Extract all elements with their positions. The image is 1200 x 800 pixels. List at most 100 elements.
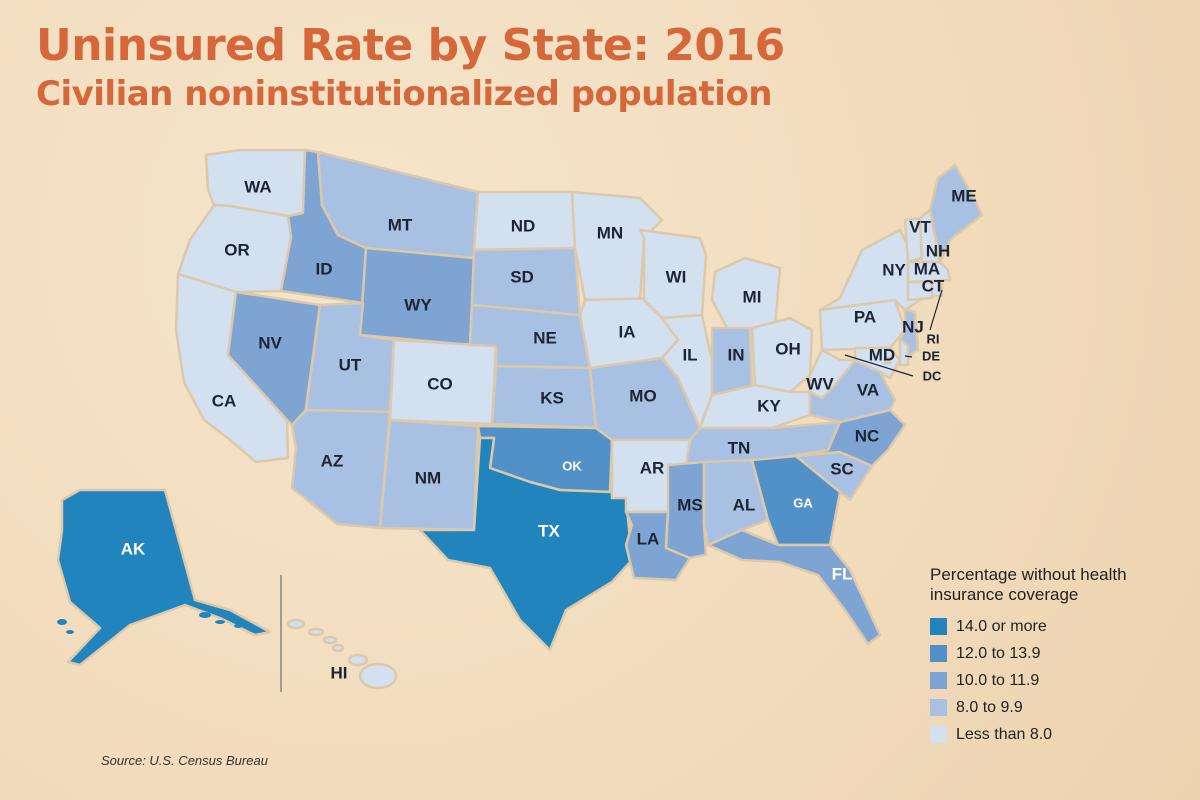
label-ma: MA — [914, 259, 940, 278]
label-wi: WI — [666, 267, 687, 286]
label-mo: MO — [629, 386, 656, 405]
legend-label: Less than 8.0 — [956, 725, 1053, 743]
label-ct: CT — [922, 276, 945, 295]
label-md: MD — [869, 345, 895, 364]
label-vt: VT — [909, 217, 931, 236]
legend-swatch — [930, 726, 947, 743]
state-mn — [570, 190, 664, 302]
label-ks: KS — [540, 388, 564, 407]
leader-ri — [929, 289, 943, 331]
label-la: LA — [637, 529, 660, 548]
legend-label: 12.0 to 13.9 — [956, 644, 1041, 662]
label-ga: GA — [793, 495, 813, 510]
label-ak: AK — [121, 539, 146, 558]
label-in: IN — [728, 345, 745, 364]
label-ms: MS — [677, 495, 703, 514]
state-fl — [706, 528, 882, 646]
legend-items: 14.0 or more 12.0 to 13.9 10.0 to 11.9 8.0 … — [930, 613, 1127, 748]
ak-island — [57, 619, 67, 625]
label-oh: OH — [775, 339, 801, 358]
state-labels: WA OR CA ID NV MT WY UT AZ CO NM ND SD NE KS OK TX MN IA MO… — [121, 177, 977, 682]
hi-island — [347, 653, 369, 667]
leader-dc — [844, 354, 914, 377]
label-ar: AR — [640, 458, 665, 477]
label-sc: SC — [830, 459, 854, 478]
label-dc: DC — [923, 368, 942, 383]
legend-swatch — [930, 618, 947, 635]
legend-swatch — [930, 672, 947, 689]
label-ne: NE — [533, 328, 557, 347]
legend-item: Less than 8.0 — [930, 721, 1127, 748]
label-ny: NY — [882, 260, 906, 279]
state-hi — [286, 618, 398, 690]
state-ma — [906, 260, 952, 284]
state-dc — [883, 356, 892, 365]
legend-swatch — [930, 645, 947, 662]
label-ut: UT — [339, 355, 362, 374]
label-mi: MI — [743, 287, 762, 306]
legend-item: 12.0 to 13.9 — [930, 640, 1127, 667]
label-wa: WA — [244, 177, 271, 196]
legend-title-line-1: Percentage without health — [930, 565, 1127, 584]
label-nv: NV — [258, 333, 282, 352]
label-nc: NC — [855, 426, 880, 445]
label-ok: OK — [562, 458, 582, 473]
label-id: ID — [316, 259, 333, 278]
leader-de — [904, 355, 913, 358]
ak-island — [66, 630, 74, 634]
state-me — [928, 163, 984, 264]
label-or: OR — [224, 240, 250, 259]
label-tx: TX — [538, 521, 560, 540]
label-pa: PA — [854, 307, 876, 326]
label-ri: RI — [927, 331, 940, 346]
legend-swatch — [930, 699, 947, 716]
state-tx — [418, 436, 634, 652]
label-ky: KY — [757, 396, 781, 415]
label-fl: FL — [832, 564, 853, 583]
legend-item: 10.0 to 11.9 — [930, 667, 1127, 694]
label-tn: TN — [728, 438, 751, 457]
legend-label: 14.0 or more — [956, 617, 1047, 635]
state-de — [898, 338, 910, 367]
legend-title-line-2: insurance coverage — [930, 585, 1079, 604]
label-nd: ND — [511, 216, 536, 235]
legend-label: 8.0 to 9.9 — [956, 698, 1023, 716]
label-nm: NM — [415, 468, 441, 487]
label-mn: MN — [597, 223, 623, 242]
label-va: VA — [857, 380, 879, 399]
hi-island — [286, 618, 306, 630]
label-il: IL — [682, 345, 697, 364]
state-wv — [808, 348, 857, 400]
map-annotations — [280, 289, 943, 692]
hi-island — [358, 662, 398, 690]
label-me: ME — [951, 186, 977, 205]
label-ca: CA — [212, 391, 237, 410]
label-mt: MT — [388, 215, 413, 234]
hi-island — [307, 627, 325, 637]
hi-island — [331, 643, 345, 653]
legend-item: 14.0 or more — [930, 613, 1127, 640]
label-hi: HI — [331, 663, 348, 682]
label-wy: WY — [404, 295, 432, 314]
legend-item: 8.0 to 9.9 — [930, 694, 1127, 721]
label-al: AL — [733, 495, 756, 514]
state-ak — [56, 488, 272, 667]
ak-island — [234, 624, 242, 628]
label-nh: NH — [926, 241, 951, 260]
hi-island — [322, 635, 338, 645]
label-az: AZ — [321, 451, 344, 470]
state-shapes — [56, 148, 984, 690]
legend-label: 10.0 to 11.9 — [956, 671, 1040, 689]
ak-island — [249, 628, 255, 632]
label-sd: SD — [510, 267, 534, 286]
label-co: CO — [427, 374, 453, 393]
label-de: DE — [922, 348, 940, 363]
label-ia: IA — [619, 322, 636, 341]
label-wv: WV — [806, 374, 834, 393]
legend-title: Percentage without health insurance cove… — [930, 565, 1127, 605]
map-subtitle: Civilian noninstitutionalized population — [36, 74, 773, 114]
ak-island — [199, 612, 211, 618]
label-nj: NJ — [902, 317, 924, 336]
state-md — [853, 346, 902, 380]
legend: Percentage without health insurance cove… — [930, 565, 1127, 748]
